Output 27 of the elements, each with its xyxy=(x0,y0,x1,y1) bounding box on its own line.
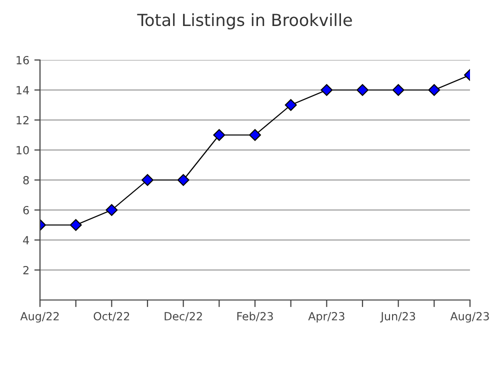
y-tick-label: 6 xyxy=(23,206,29,214)
y-tick-label: 12 xyxy=(16,116,28,124)
x-tick-label: Aug/23 xyxy=(450,312,489,323)
point xyxy=(428,84,440,96)
y-tick-label: 10 xyxy=(16,146,29,154)
point xyxy=(106,204,118,216)
x-tick-label: Feb/23 xyxy=(237,312,273,322)
chart-title: Total Listings in Brookville xyxy=(137,13,352,30)
point xyxy=(70,219,82,231)
point xyxy=(284,99,297,111)
x-tick-label: Oct/22 xyxy=(94,312,130,322)
x-tick-label: Dec/22 xyxy=(164,312,202,322)
point xyxy=(392,84,404,96)
point xyxy=(177,174,190,186)
point xyxy=(213,129,226,141)
x-tick-label: Aug/22 xyxy=(20,312,59,323)
y-tick-label: 8 xyxy=(23,176,29,184)
x-tick-label: Apr/23 xyxy=(308,312,344,323)
point xyxy=(249,129,261,141)
y-tick-label: 2 xyxy=(23,266,28,274)
point xyxy=(356,84,368,96)
point xyxy=(320,84,333,96)
y-tick-label: 14 xyxy=(16,86,29,94)
y-tick-label: 16 xyxy=(16,56,29,64)
x-tick-label: Jun/23 xyxy=(380,312,416,322)
point xyxy=(142,174,154,186)
y-tick-label: 4 xyxy=(23,236,29,244)
